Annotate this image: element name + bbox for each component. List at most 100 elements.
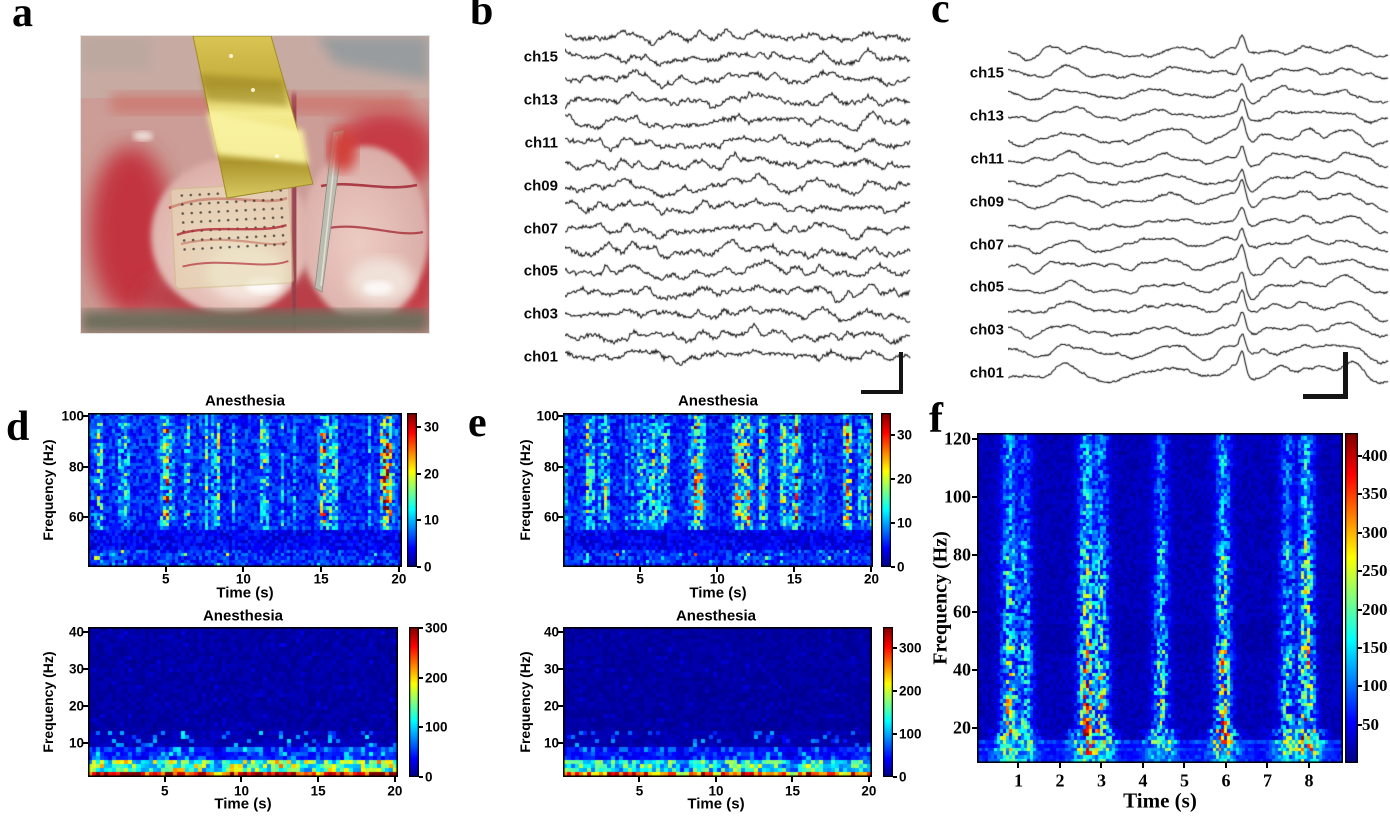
x-tick-mark <box>1141 763 1144 768</box>
y-tick-mark <box>558 465 563 468</box>
channel-label-ch15: ch15 <box>969 64 1004 82</box>
colorbar-tick-mark <box>417 519 421 522</box>
x-tick-mark <box>1266 763 1269 768</box>
colorbar-f <box>1345 433 1358 763</box>
y-tick-mark <box>558 667 563 670</box>
colorbar-tick-mark <box>893 647 897 650</box>
x-tick-mark <box>1224 763 1227 768</box>
y-tick-label: 10 <box>68 735 84 751</box>
channel-label-ch05: ch05 <box>969 278 1004 296</box>
y-tick-label: 80 <box>543 459 559 474</box>
x-tick-label: 15 <box>310 783 326 799</box>
x-tick-mark <box>393 777 396 782</box>
x-tick-label: 5 <box>161 571 170 587</box>
channel-label-ch11: ch11 <box>970 150 1004 168</box>
colorbar-tick-mark <box>1358 608 1362 611</box>
gold-ribbon-cable <box>192 35 314 199</box>
y-tick-label: 60 <box>543 509 559 525</box>
x-axis-label: Time (s) <box>216 584 274 602</box>
scale-bar-horizontal <box>861 390 903 394</box>
y-tick-label: 80 <box>953 544 971 565</box>
channel-label-ch09: ch09 <box>969 193 1004 211</box>
colorbar-tick-label: 0 <box>899 769 907 785</box>
channel-label-ch03: ch03 <box>969 321 1004 339</box>
colorbar-tick-label: 250 <box>1362 561 1388 581</box>
y-tick-label: 40 <box>68 624 84 640</box>
y-tick-label: 80 <box>68 459 84 474</box>
colorbar-tick-mark <box>417 426 421 428</box>
colorbar-e_bottom <box>883 627 893 777</box>
x-tick-label: 15 <box>786 571 802 587</box>
plot-title: Anesthesia <box>204 392 286 410</box>
spectrogram-heatmap-f <box>977 433 1343 763</box>
y-tick-mark <box>83 630 88 633</box>
x-tick-mark <box>793 567 796 572</box>
colorbar-tick-mark <box>1358 646 1362 649</box>
x-tick-mark <box>714 777 717 782</box>
y-tick-mark <box>558 741 563 744</box>
colorbar-tick-mark <box>891 522 895 524</box>
colorbar-tick-mark <box>893 776 897 778</box>
y-tick-mark <box>558 704 563 707</box>
colorbar-tick-label: 20 <box>424 466 440 482</box>
trace-canvas-b <box>565 14 911 398</box>
y-tick-mark <box>972 611 977 614</box>
colorbar-tick-mark <box>419 626 423 629</box>
channel-label-ch01: ch01 <box>523 348 558 366</box>
y-tick-label: 10 <box>543 735 559 751</box>
x-tick-mark <box>1017 763 1020 768</box>
y-axis-label: Frequency (Hz) <box>517 439 533 541</box>
y-tick-mark <box>972 727 977 730</box>
colorbar-tick-mark <box>1358 723 1362 726</box>
y-tick-label: 60 <box>68 509 84 525</box>
y-tick-mark <box>972 553 977 556</box>
colorbar-tick-mark <box>419 776 423 778</box>
colorbar-tick-mark <box>893 690 897 693</box>
colorbar-tick-mark <box>891 434 895 436</box>
plot-title: Anesthesia <box>677 392 759 410</box>
channel-label-ch01: ch01 <box>969 364 1004 382</box>
x-tick-label: 20 <box>863 571 879 587</box>
colorbar-tick-label: 10 <box>424 512 440 528</box>
colorbar-tick-label: 30 <box>424 419 440 435</box>
panel-label-a: a <box>12 0 33 36</box>
colorbar-tick-label: 0 <box>425 769 433 785</box>
blood-spot <box>329 128 357 172</box>
spectrogram-heatmap-e_top <box>563 413 873 567</box>
colorbar-tick-mark <box>1358 493 1362 496</box>
colorbar-tick-mark <box>1358 685 1362 688</box>
channel-label-ch07: ch07 <box>523 220 558 238</box>
panel-label-c: c <box>931 0 950 32</box>
y-tick-label: 30 <box>68 661 84 677</box>
x-tick-label: 8 <box>1304 770 1314 791</box>
y-tick-label: 30 <box>543 661 559 677</box>
x-axis-label: Time (s) <box>687 795 745 813</box>
y-tick-mark <box>558 630 563 633</box>
colorbar-tick-mark <box>891 478 895 480</box>
x-tick-mark <box>638 777 641 782</box>
x-tick-label: 2 <box>1055 770 1065 791</box>
x-tick-label: 10 <box>235 571 251 587</box>
x-tick-mark <box>240 777 243 782</box>
colorbar-tick-label: 0 <box>897 559 905 575</box>
panel-label-e: e <box>468 400 487 446</box>
colorbar-tick-label: 150 <box>1362 637 1388 657</box>
plot-title: Anesthesia <box>202 607 284 625</box>
y-tick-mark <box>972 495 977 498</box>
x-tick-label: 15 <box>784 783 800 799</box>
y-tick-label: 60 <box>953 601 971 622</box>
x-tick-label: 20 <box>387 783 403 799</box>
x-tick-mark <box>791 777 794 782</box>
electrode-array-patch <box>169 182 295 290</box>
channel-label-ch05: ch05 <box>523 262 558 280</box>
x-tick-mark <box>1183 763 1186 768</box>
y-tick-mark <box>972 437 977 440</box>
colorbar-tick-label: 50 <box>1362 714 1379 734</box>
spectrogram-heatmap-d_top <box>88 413 402 567</box>
y-tick-mark <box>558 515 563 518</box>
colorbar-tick-label: 100 <box>425 719 448 735</box>
x-tick-label: 4 <box>1138 770 1148 791</box>
colorbar-tick-label: 350 <box>1362 484 1388 504</box>
reference-probe <box>314 128 357 293</box>
